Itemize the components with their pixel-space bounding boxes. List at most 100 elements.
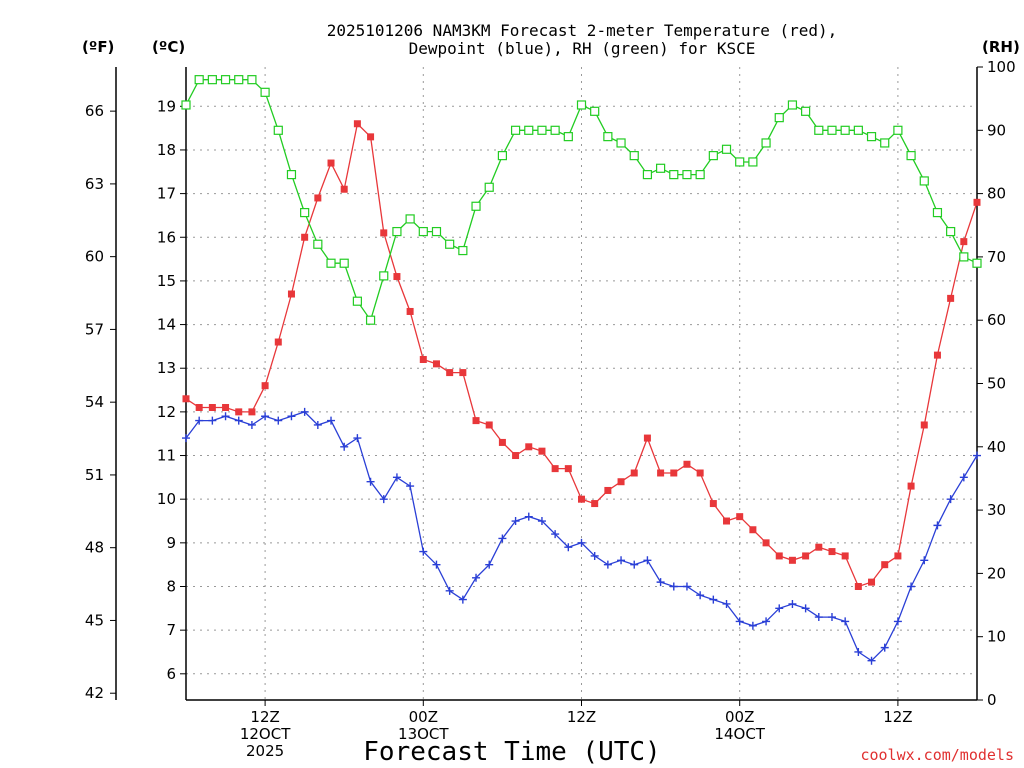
rh-point	[339, 258, 349, 268]
dewpoint-point	[511, 517, 520, 526]
rh-point	[735, 157, 745, 167]
dewpoint-point	[458, 595, 467, 604]
rh-point	[234, 75, 244, 85]
dewpoint-point	[920, 556, 929, 565]
rh-point	[471, 201, 481, 211]
temperature-point	[617, 478, 625, 486]
dewpoint-point	[445, 586, 454, 595]
temperature-point	[538, 447, 546, 455]
dewpoint-point	[300, 407, 309, 416]
temperature-point	[736, 513, 744, 521]
rh-point	[379, 271, 389, 281]
temperature-point	[512, 452, 520, 460]
temperature-point	[485, 421, 493, 429]
rh-point	[286, 170, 297, 180]
dewpoint-point	[313, 420, 322, 429]
x-tick-label: 2025	[246, 742, 284, 760]
celsius-tick-label: 12	[157, 403, 176, 421]
fahrenheit-tick-label: 54	[85, 393, 104, 411]
temperature-point	[802, 552, 810, 560]
temperature-point	[498, 438, 506, 446]
rh-point	[801, 106, 811, 116]
rh-point	[774, 113, 784, 123]
dewpoint-point	[485, 560, 494, 569]
x-tick-label: 14OCT	[714, 725, 765, 743]
temperature-point	[657, 469, 665, 477]
fahrenheit-tick-label: 48	[85, 539, 104, 557]
dewpoint-point	[867, 656, 876, 665]
rh-point	[207, 75, 217, 85]
dewpoint-point	[564, 543, 573, 552]
fahrenheit-tick-label: 45	[85, 611, 104, 629]
dewpoint-point	[762, 617, 771, 626]
temperature-point	[775, 552, 783, 560]
rh-point	[405, 214, 415, 224]
rh-point	[787, 100, 798, 110]
rh-point	[695, 170, 705, 180]
dewpoint-point	[472, 573, 481, 582]
dewpoint-point	[590, 551, 599, 560]
temperature-point	[301, 233, 309, 241]
celsius-tick-label: 19	[157, 97, 176, 115]
celsius-tick-label: 9	[166, 534, 176, 552]
temperature-point	[841, 552, 849, 560]
rh-point	[655, 163, 666, 173]
temperature-point	[446, 369, 454, 377]
dewpoint-point	[788, 599, 797, 608]
rh-point	[959, 252, 969, 262]
rh-point	[590, 106, 600, 116]
rh-point	[260, 87, 270, 97]
temperature-point	[591, 500, 599, 508]
dewpoint-point	[696, 591, 705, 600]
temperature-point	[406, 307, 414, 315]
x-tick-label: 00Z	[725, 708, 754, 726]
rh-point	[550, 125, 560, 135]
rh-tick-label: 40	[987, 438, 1006, 456]
rh-point	[932, 207, 943, 218]
dewpoint-point	[261, 412, 270, 421]
dewpoint-point	[551, 530, 560, 539]
dewpoint-point	[682, 582, 691, 591]
dewpoint-point	[854, 647, 863, 656]
dewpoint-point	[406, 482, 415, 491]
temperature-point	[551, 465, 559, 473]
temperature-point	[815, 543, 823, 551]
temperature-point	[525, 443, 533, 451]
temperature-point	[182, 395, 190, 403]
dewpoint-point	[537, 517, 546, 526]
dewpoint-point	[366, 477, 375, 486]
x-tick-label: 12Z	[567, 708, 596, 726]
dewpoint-point	[182, 434, 190, 443]
rh-tick-label: 30	[987, 501, 1006, 519]
rh-point	[273, 125, 283, 135]
temperature-point	[947, 294, 955, 302]
rh-point	[220, 75, 231, 85]
rh-point	[445, 239, 455, 249]
temperature-point	[933, 351, 941, 359]
rh-point	[919, 176, 929, 186]
credit-link[interactable]: coolwx.com/models	[860, 746, 1014, 764]
fahrenheit-tick-label: 51	[85, 466, 104, 484]
celsius-tick-label: 16	[157, 228, 176, 246]
dewpoint-point	[630, 560, 639, 569]
temperature-point	[973, 198, 981, 206]
temperature-point	[749, 526, 757, 534]
rh-tick-label: 50	[987, 375, 1006, 393]
x-tick-label: 13OCT	[398, 725, 449, 743]
rh-point	[721, 144, 732, 154]
fahrenheit-tick-label: 60	[85, 248, 104, 266]
dewpoint-point	[524, 512, 533, 521]
temperature-point	[723, 517, 731, 525]
dewpoint-point	[893, 617, 902, 626]
dewpoint-point	[274, 416, 283, 425]
dewpoint-point	[814, 613, 823, 622]
temperature-point	[564, 465, 572, 473]
dewpoint-point	[287, 412, 296, 421]
dewpoint-point	[880, 643, 889, 652]
rh-point	[853, 125, 863, 135]
rh-point	[458, 245, 468, 256]
rh-point	[972, 258, 982, 268]
temperature-point	[828, 548, 836, 556]
dewpoint-point	[907, 582, 916, 591]
dewpoint-point	[577, 538, 586, 547]
